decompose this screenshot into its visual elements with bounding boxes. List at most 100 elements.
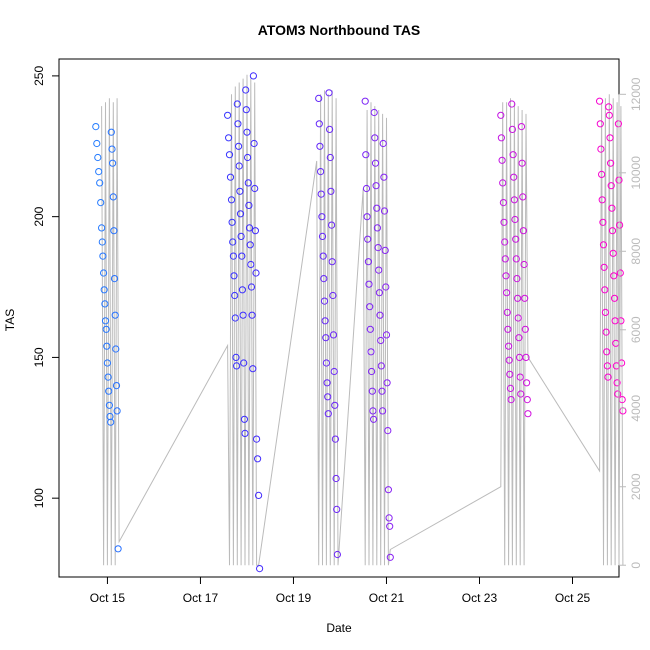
tas-point [315,94,323,103]
tas-point [254,455,262,463]
tas-point [329,331,338,339]
y-axis-label: TAS [3,309,17,331]
tas-point [600,263,608,271]
tas-point [497,111,505,119]
y-right-tick-label: 6000 [629,316,643,343]
tas-point [368,367,376,376]
tas-point [100,286,108,294]
tas-point [102,325,110,333]
tas-point [233,362,241,370]
tas-point [520,260,528,269]
tas-point [610,294,619,302]
tas-point [248,311,256,319]
tas-point [101,300,109,308]
tas-point [601,308,610,316]
tas-point [369,407,377,415]
tas-point [501,238,509,246]
tas-point [255,491,263,499]
tas-point [370,415,378,423]
tas-point [385,514,393,522]
tas-point [256,565,264,573]
y-tick-label: 200 [32,206,46,226]
tas-point [320,297,329,305]
tas-point [242,106,250,114]
tas-point [383,379,391,387]
tas-point [523,396,531,404]
tas-point [224,111,232,119]
tas-point [331,401,339,409]
tas-point [107,418,115,426]
tas-point [380,173,388,181]
y-tick-label: 150 [32,347,46,367]
tas-point [231,291,239,300]
y-right-tick-label: 12000 [629,77,643,111]
tas-point [236,187,244,195]
tas-point [244,179,252,187]
x-axis: Oct 15 Oct 17 Oct 19 Oct 21 Oct 23 Oct 25 [90,576,590,605]
tas-point [506,384,515,392]
tas-point [377,362,385,370]
tas-point [250,139,258,148]
tas-point [326,153,334,162]
tas-point [225,151,234,159]
tas-point [517,123,526,131]
y-tick-label: 250 [32,66,46,86]
tas-point [366,325,374,333]
tas-point [249,72,257,80]
tas-point [507,396,515,404]
tas-point [326,125,334,133]
tas-point [606,134,614,142]
tas-point [605,111,613,119]
tas-point [607,159,615,167]
tas-point [316,142,324,150]
tas-point [225,134,233,142]
tas-point [614,390,622,398]
tas-point [523,379,531,387]
tas-point [522,353,530,361]
tas-point [252,269,260,277]
tas-point [384,486,392,494]
tas-point [92,123,100,131]
x-tick-label: Oct 19 [276,591,312,605]
tas-point [604,373,612,381]
tas-point [244,153,252,162]
tas-point [112,345,120,353]
tas-point [373,204,381,212]
tas-point [229,252,237,260]
tas-point [324,410,332,418]
tas-point [253,435,261,443]
tas-point [251,227,259,235]
tas-point [616,269,624,277]
tas-point [109,193,117,201]
tas-point [105,387,113,395]
tas-point [328,221,336,229]
y-right-tick-label: 10000 [629,156,643,190]
tas-point [603,362,612,370]
tas-point [596,120,604,128]
tas-point [511,215,519,224]
tas-point [603,348,611,356]
tas-point [617,317,625,325]
tas-point [366,303,374,311]
tas-point [232,353,240,361]
tas-point [98,238,106,246]
tas-point [236,210,245,218]
tas-point [111,311,119,319]
y-right-tick-label: 8000 [629,238,643,265]
tas-point [380,207,389,215]
tas-point [329,291,337,300]
altitude-series [101,74,624,566]
tas-point [505,342,513,350]
tas-point [318,232,327,240]
tas-point [610,272,618,280]
tas-point [112,382,121,390]
tas-point [251,184,259,193]
tas-point [321,317,329,325]
tas-point [107,128,115,136]
tas-point [374,244,382,252]
tas-point [382,283,390,291]
tas-point [228,218,236,226]
tas-point [598,170,606,178]
tas-point [362,184,371,193]
tas-point [323,379,331,387]
